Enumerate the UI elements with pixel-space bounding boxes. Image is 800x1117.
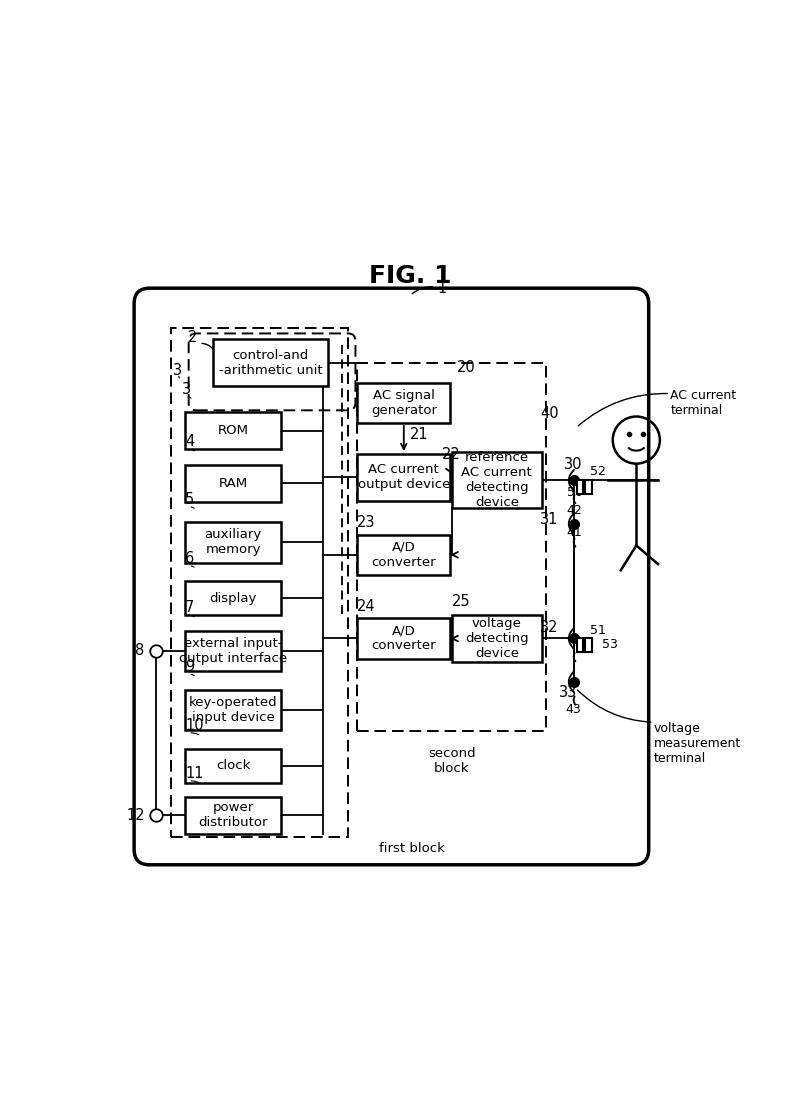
Text: 33: 33 <box>559 686 578 700</box>
Text: 50: 50 <box>567 486 583 499</box>
FancyBboxPatch shape <box>186 465 282 502</box>
Text: control-and
-arithmetic unit: control-and -arithmetic unit <box>218 349 322 376</box>
Text: AC current
terminal: AC current terminal <box>670 389 737 417</box>
Text: second
block: second block <box>428 747 476 775</box>
Text: 3: 3 <box>173 363 182 378</box>
Text: reference
AC current
detecting
device: reference AC current detecting device <box>462 451 532 509</box>
Text: 22: 22 <box>442 447 461 461</box>
FancyBboxPatch shape <box>186 581 282 615</box>
Text: power
distributor: power distributor <box>198 801 268 829</box>
Text: 42: 42 <box>567 505 582 517</box>
Text: 8: 8 <box>135 643 145 658</box>
Text: 21: 21 <box>410 427 429 441</box>
Text: key-operated
input device: key-operated input device <box>189 696 278 724</box>
Text: 32: 32 <box>540 620 558 636</box>
FancyBboxPatch shape <box>358 383 450 423</box>
Text: clock: clock <box>216 760 250 772</box>
FancyBboxPatch shape <box>452 452 542 508</box>
Text: voltage
detecting
device: voltage detecting device <box>465 617 529 660</box>
Text: AC signal
generator: AC signal generator <box>371 389 437 417</box>
Text: AC current
output device: AC current output device <box>358 464 450 491</box>
Text: 9: 9 <box>186 659 194 675</box>
FancyBboxPatch shape <box>186 748 282 783</box>
Text: 51: 51 <box>590 623 606 637</box>
Text: first block: first block <box>379 842 445 855</box>
Text: A/D
converter: A/D converter <box>371 624 436 652</box>
FancyBboxPatch shape <box>577 480 583 494</box>
Text: 1: 1 <box>412 281 447 296</box>
FancyBboxPatch shape <box>186 796 282 833</box>
FancyBboxPatch shape <box>213 340 328 385</box>
FancyBboxPatch shape <box>586 639 592 652</box>
Text: 52: 52 <box>590 466 606 478</box>
FancyBboxPatch shape <box>186 631 282 671</box>
Text: 11: 11 <box>186 766 204 781</box>
Text: external input-
output interface: external input- output interface <box>179 637 287 665</box>
FancyBboxPatch shape <box>577 639 583 652</box>
Text: 23: 23 <box>358 515 376 531</box>
Text: voltage
measurement
terminal: voltage measurement terminal <box>654 723 741 765</box>
Text: 53: 53 <box>602 638 618 651</box>
Text: RAM: RAM <box>218 477 248 490</box>
FancyBboxPatch shape <box>186 523 282 563</box>
Text: 12: 12 <box>126 808 145 823</box>
Text: 6: 6 <box>186 551 194 565</box>
Text: 2: 2 <box>188 331 198 345</box>
Text: 10: 10 <box>186 718 204 733</box>
Text: 25: 25 <box>452 594 470 609</box>
Text: ROM: ROM <box>218 424 249 437</box>
Text: 40: 40 <box>540 407 559 421</box>
Text: auxiliary
memory: auxiliary memory <box>205 528 262 556</box>
FancyBboxPatch shape <box>358 454 450 500</box>
FancyBboxPatch shape <box>586 480 592 494</box>
Text: 5: 5 <box>186 491 194 507</box>
Text: 4: 4 <box>186 435 194 449</box>
Text: 7: 7 <box>186 600 194 615</box>
Text: 3: 3 <box>182 382 191 397</box>
FancyBboxPatch shape <box>186 689 282 729</box>
FancyBboxPatch shape <box>186 412 282 449</box>
Text: 31: 31 <box>541 512 558 527</box>
Text: FIG. 1: FIG. 1 <box>369 264 451 288</box>
Text: 41: 41 <box>567 526 582 540</box>
Text: 24: 24 <box>358 599 376 614</box>
FancyBboxPatch shape <box>452 615 542 661</box>
FancyBboxPatch shape <box>134 288 649 865</box>
Text: A/D
converter: A/D converter <box>371 541 436 569</box>
FancyBboxPatch shape <box>358 535 450 575</box>
Text: 20: 20 <box>457 360 475 374</box>
FancyBboxPatch shape <box>358 619 450 659</box>
Text: 43: 43 <box>565 703 581 716</box>
Text: 30: 30 <box>564 457 582 472</box>
Text: display: display <box>210 592 257 604</box>
